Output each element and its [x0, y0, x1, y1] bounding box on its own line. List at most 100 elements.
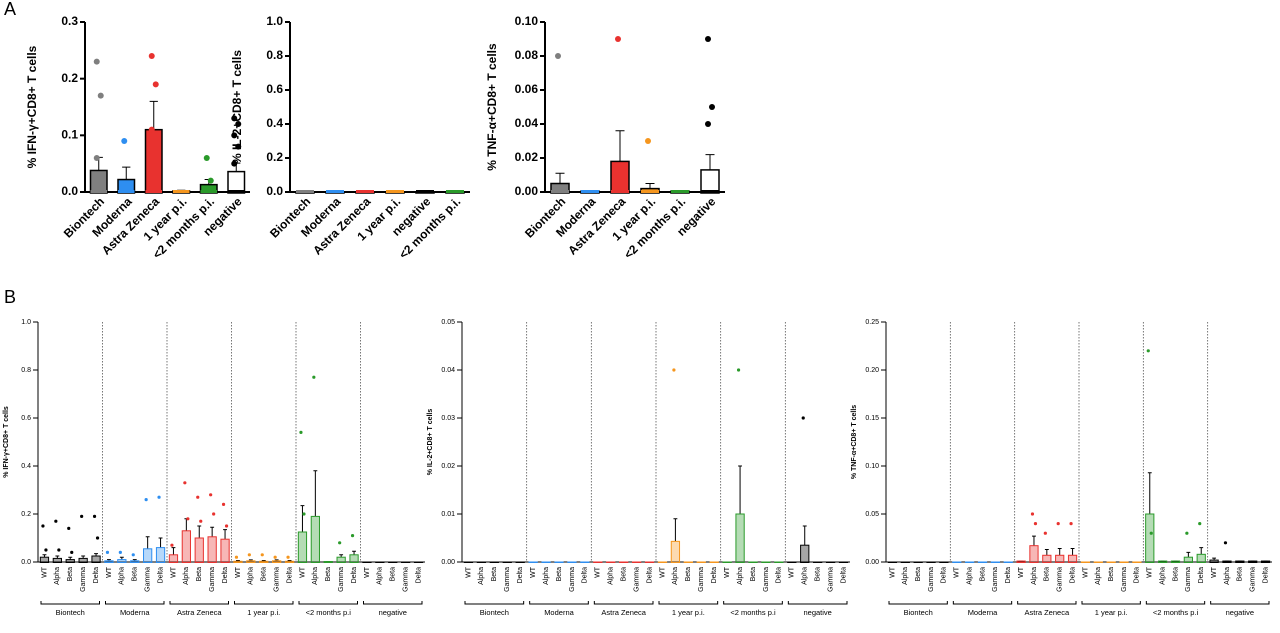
y-tick-label: 0.8: [21, 367, 31, 374]
x-tick-label: WT: [41, 566, 48, 578]
bar: [323, 561, 333, 564]
x-tick-label: Alpha: [183, 567, 190, 585]
bar: [39, 556, 50, 564]
group-bracket: [105, 601, 165, 605]
panel-label: B: [4, 287, 16, 307]
bar: [1093, 561, 1103, 563]
x-tick-label: Alpha: [248, 567, 255, 585]
x-tick-label: Gamma: [402, 567, 409, 592]
error-bar: [1186, 551, 1191, 558]
error-bar: [615, 130, 625, 162]
data-point: [231, 160, 238, 167]
bar: [349, 554, 359, 563]
x-tick-label: Beta: [196, 567, 203, 582]
group-bracket: [1210, 601, 1270, 605]
bar: [168, 554, 179, 563]
data-point: [1056, 522, 1060, 526]
error-bar: [555, 172, 565, 184]
bar: [644, 561, 655, 563]
bar: [1248, 560, 1258, 563]
bar: [284, 560, 295, 564]
x-tick-label: Delta: [582, 567, 589, 583]
group-label: Biontech: [480, 608, 509, 617]
bar: [117, 559, 127, 563]
error-bar: [210, 526, 215, 537]
data-point: [118, 550, 122, 555]
bar: [246, 560, 256, 563]
bar: [838, 561, 849, 563]
data-point: [555, 53, 561, 59]
data-point: [1043, 531, 1047, 535]
bar: [143, 548, 153, 563]
group-label: Moderna: [120, 608, 150, 617]
x-tick-label: Beta: [556, 567, 563, 582]
bar: [541, 561, 551, 563]
x-tick-label: Delta: [711, 567, 718, 583]
x-tick-label: WT: [299, 566, 306, 578]
bar: [977, 561, 988, 563]
data-point: [705, 36, 711, 42]
bar: [388, 561, 398, 563]
bar: [65, 559, 75, 563]
y-tick-label: 0.08: [515, 48, 539, 62]
data-point: [247, 553, 251, 557]
group-bracket: [298, 601, 358, 605]
y-tick-label: 0.03: [441, 415, 455, 422]
x-tick-label: Beta: [325, 567, 332, 582]
bar: [722, 561, 732, 563]
bar: [259, 560, 269, 564]
data-point: [302, 512, 306, 516]
x-tick-label: Gamma: [80, 567, 87, 592]
bar: [1183, 556, 1193, 564]
data-point: [1030, 512, 1035, 516]
bar: [413, 561, 424, 563]
bar: [336, 556, 346, 564]
x-tick-label: Delta: [1069, 567, 1076, 583]
x-tick-label: Gamma: [338, 567, 345, 592]
group-label: Moderna: [544, 608, 574, 617]
y-tick-label: 0.25: [865, 319, 879, 326]
error-bar: [1070, 548, 1075, 556]
bar: [297, 531, 308, 563]
x-tick-label: Gamma: [209, 567, 216, 592]
x-tick-label: WT: [659, 566, 666, 578]
group-label: negative: [803, 608, 831, 617]
x-tick-label: WT: [235, 566, 242, 578]
data-point: [148, 126, 155, 133]
bar: [1042, 554, 1052, 564]
x-tick-label: Delta: [415, 567, 422, 583]
data-point: [672, 368, 676, 372]
x-tick-label: Beta: [1044, 567, 1051, 582]
x-tick-label: WT: [1018, 566, 1025, 578]
bar: [670, 540, 681, 563]
data-point: [235, 143, 242, 150]
error-bar: [122, 166, 131, 180]
data-point: [203, 155, 210, 161]
bar: [310, 515, 320, 564]
y-axis-label: % TNF-α+CD8+ T cells: [851, 405, 858, 479]
x-tick-label: Gamma: [827, 567, 834, 592]
y-tick-label: 0.3: [61, 14, 78, 28]
error-bar: [352, 550, 356, 555]
error-bar: [184, 518, 189, 531]
data-point: [186, 517, 190, 521]
group-bracket: [1081, 601, 1141, 605]
y-tick-label: 0.02: [441, 463, 455, 470]
x-tick-label: Alpha: [608, 567, 615, 585]
data-point: [54, 519, 58, 523]
error-bar: [158, 537, 163, 548]
group-bracket: [363, 601, 423, 605]
y-axis-label: % TNF-α+CD8+ T cells: [485, 43, 499, 171]
x-tick-label: Beta: [261, 567, 268, 582]
x-tick-label: Alpha: [543, 567, 550, 585]
data-point: [299, 430, 303, 434]
data-point: [736, 368, 741, 372]
bar: [580, 561, 590, 563]
x-tick-label: WT: [954, 566, 961, 578]
y-tick-label: 0.04: [515, 116, 539, 130]
data-point: [44, 548, 48, 552]
data-point: [1198, 522, 1202, 526]
panel-label: A: [4, 0, 16, 19]
bar: [78, 557, 88, 564]
bar: [926, 561, 936, 563]
